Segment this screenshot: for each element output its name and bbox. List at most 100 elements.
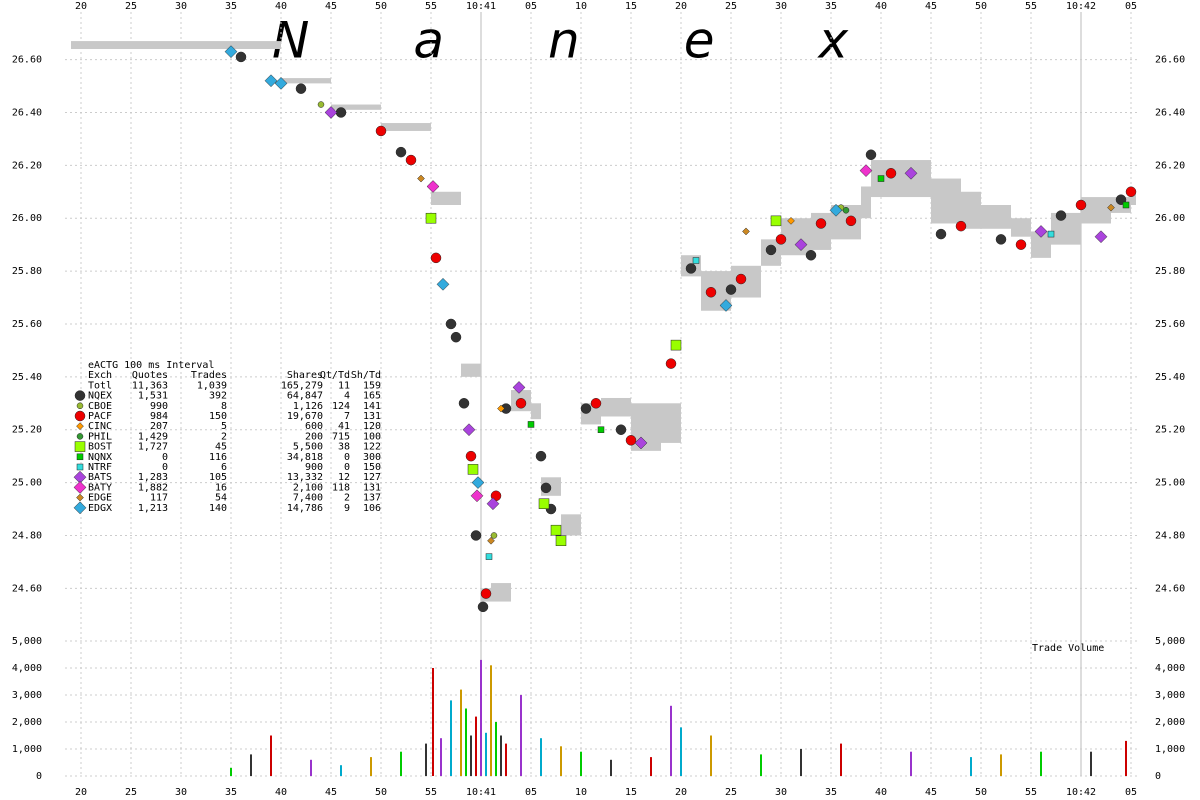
y-tick-label: 25.80	[1155, 266, 1185, 277]
volume-bar	[1000, 754, 1002, 776]
volume-bar	[760, 754, 762, 776]
trade-marker	[295, 83, 307, 94]
trade-marker	[465, 450, 477, 462]
y-tick-label: 25.00	[1155, 478, 1185, 489]
legend-marker	[76, 402, 84, 410]
trade-marker	[580, 403, 592, 414]
quote-band	[71, 41, 231, 50]
volume-bar	[500, 735, 502, 776]
trade-marker	[670, 339, 682, 351]
stats-cell: 6	[221, 462, 227, 473]
y-tick-label: 1,000	[1155, 744, 1185, 755]
quote-band	[381, 123, 431, 131]
x-tick-label: 20	[75, 1, 87, 12]
stats-cell: 124	[332, 401, 350, 412]
x-tick-label: 45	[325, 1, 337, 12]
y-tick-label: 2,000	[12, 717, 42, 728]
volume-bar	[475, 716, 477, 776]
y-tick-label: 4,000	[12, 663, 42, 674]
stats-cell: 2	[221, 431, 227, 442]
stats-cell: 38	[338, 442, 350, 453]
legend-label: CBOE	[88, 401, 112, 412]
x-tick-label: 40	[875, 787, 887, 798]
quote-band	[1051, 212, 1081, 245]
trade-marker	[794, 238, 808, 252]
stats-cell: 0	[344, 462, 350, 473]
trade-marker	[634, 436, 648, 450]
trade-marker	[450, 331, 462, 343]
legend-label: BOST	[88, 442, 112, 453]
y-tick-label: 25.00	[12, 478, 42, 489]
y-tick-label: 25.40	[1155, 372, 1185, 383]
quote-band	[491, 583, 511, 602]
stats-cell: 122	[363, 442, 381, 453]
y-tick-label: 0	[1155, 771, 1161, 782]
stats-header: Qt/Td	[320, 370, 350, 381]
stats-cell: 100	[363, 431, 381, 442]
y-tick-label: 26.60	[1155, 55, 1185, 66]
trade-marker	[845, 215, 857, 227]
volume-bar	[1040, 751, 1042, 776]
stats-cell: 600	[305, 421, 323, 432]
trade-marker	[462, 423, 476, 437]
volume-bar	[505, 743, 507, 776]
x-tick-label: 05	[525, 1, 537, 12]
volume-bar	[450, 700, 452, 776]
x-tick-label: 45	[925, 1, 937, 12]
stats-cell: 1,531	[138, 391, 168, 402]
x-tick-label: 50	[975, 787, 987, 798]
x-tick-label: 40	[275, 787, 287, 798]
trade-marker	[515, 398, 527, 409]
stats-cell: 14,786	[287, 503, 323, 514]
legend-label: BATY	[88, 482, 112, 493]
trade-marker	[725, 284, 737, 295]
legend-marker	[76, 463, 84, 471]
trade-marker	[497, 404, 505, 413]
y-tick-label: 24.60	[12, 583, 42, 594]
trade-marker	[274, 77, 288, 90]
quote-band	[1131, 191, 1136, 205]
stats-header: Trades	[191, 370, 227, 381]
trade-marker	[770, 215, 782, 227]
trade-marker	[471, 476, 485, 489]
stats-cell: 141	[363, 401, 381, 412]
stats-cell: 0	[344, 452, 350, 463]
quote-band	[921, 160, 931, 198]
y-tick-label: 4,000	[1155, 663, 1185, 674]
y-tick-label: 25.20	[12, 425, 42, 436]
y-tick-label: 24.60	[1155, 583, 1185, 594]
stats-cell: 0	[162, 462, 168, 473]
y-tick-label: 3,000	[1155, 690, 1185, 701]
x-tick-label: 20	[75, 787, 87, 798]
stats-cell: 106	[363, 503, 381, 514]
trade-marker	[486, 497, 500, 511]
stats-cell: 1,283	[138, 472, 168, 483]
stats-header: Sh/Td	[351, 370, 381, 381]
stats-cell: 150	[363, 462, 381, 473]
stats-cell: 19,670	[287, 411, 323, 422]
x-tick-label: 30	[775, 787, 787, 798]
trade-marker	[787, 217, 795, 225]
legend-marker	[74, 410, 86, 422]
legend-label: CINC	[88, 421, 112, 432]
stats-cell: 5,500	[293, 442, 323, 453]
legend-marker	[76, 433, 84, 440]
stats-cell: 207	[150, 421, 168, 432]
volume-bar	[1125, 740, 1127, 776]
y-tick-label: 24.80	[1155, 530, 1185, 541]
trade-marker	[375, 125, 387, 137]
stats-header: Quotes	[132, 370, 168, 381]
stats-cell: 392	[209, 391, 227, 402]
trade-marker	[865, 149, 877, 161]
trade-marker	[842, 207, 850, 214]
volume-bar	[270, 735, 272, 776]
volume-bar	[840, 743, 842, 776]
trade-marker	[1047, 230, 1055, 238]
x-tick-label: 35	[825, 1, 837, 12]
trade-marker	[445, 318, 457, 330]
x-tick-label: 20	[675, 787, 687, 798]
volume-bar	[520, 695, 522, 776]
trade-marker	[829, 203, 843, 217]
volume-bar	[910, 751, 912, 776]
trade-marker	[805, 249, 817, 261]
